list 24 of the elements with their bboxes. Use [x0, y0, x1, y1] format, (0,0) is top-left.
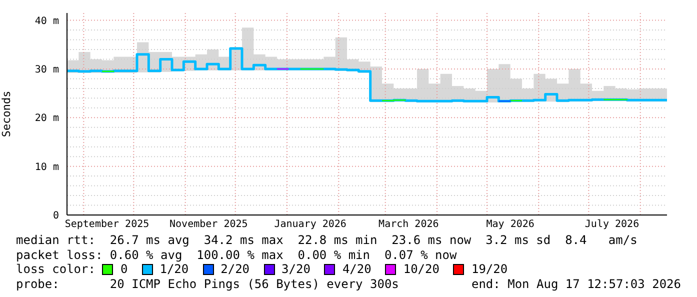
legend-label: 4/20 — [342, 262, 372, 276]
text: end: Mon Aug 17 12:57:03 2026 — [471, 276, 681, 291]
legend-label: 0 — [120, 262, 128, 276]
text: packet loss: 0.60 % avg 100.00 % max 0.00 % min 0.07 % now — [16, 248, 458, 262]
x-tick-label: January 2026 — [274, 219, 346, 230]
legend-label: 2/20 — [220, 262, 250, 276]
y-tick-label: 20 m — [34, 113, 59, 124]
text: median rtt: 26.7 ms avg 34.2 ms max 22.8 ms min 23.6 ms now 3.2 ms sd 8.4 am/s — [16, 233, 638, 248]
legend-label: 1/20 — [160, 262, 189, 276]
legend-title: loss color: — [16, 262, 96, 276]
y-tick-label: 30 m — [34, 64, 59, 76]
x-tick-label: November 2025 — [170, 219, 248, 230]
x-tick-label: July 2026 — [584, 219, 640, 230]
y-axis-title: Seconds — [0, 90, 13, 138]
legend-label: 3/20 — [282, 262, 310, 276]
y-tick-label: 10 m — [34, 162, 59, 173]
legend-label: 19/20 — [471, 262, 508, 276]
x-tick-label: May 2026 — [486, 219, 534, 230]
y-tick-label: 40 m — [34, 16, 59, 27]
legend-label: 10/20 — [403, 262, 440, 276]
text: probe: 20 ICMP Echo Pings (56 Bytes) every 300s — [16, 276, 399, 291]
x-tick-label: March 2026 — [378, 219, 439, 230]
y-tick-label: 0 — [52, 210, 59, 222]
x-tick-label: September 2025 — [64, 219, 150, 230]
